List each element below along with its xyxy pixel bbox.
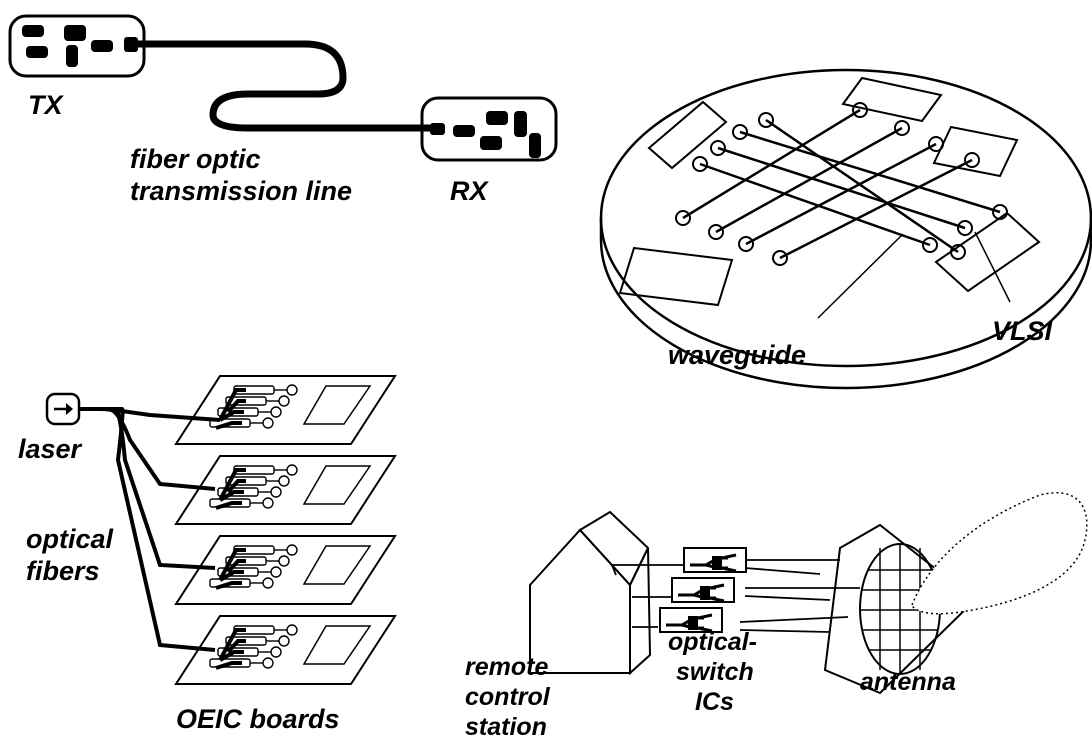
fiber-optic-cable xyxy=(134,40,434,132)
antenna-panel: remote control station optical- switch I… xyxy=(465,492,1088,741)
optical-fibers-label-line1: optical xyxy=(26,524,114,554)
waveguide-leader xyxy=(817,234,903,319)
vlsi-pad-top-right xyxy=(841,76,943,123)
antenna-label: antenna xyxy=(860,668,956,696)
laser-label: laser xyxy=(18,434,83,464)
remote-label-line3: station xyxy=(465,713,547,741)
switch-feed-lines xyxy=(611,559,860,633)
switch-label-line1: optical- xyxy=(668,628,757,656)
switch-label-line2: switch xyxy=(676,658,754,686)
vlsi-pad-top-left xyxy=(647,100,728,170)
remote-control-station-house xyxy=(529,510,652,676)
rx-components xyxy=(430,111,541,158)
vlsi-label: VLSI xyxy=(992,316,1053,346)
rx-module xyxy=(420,96,558,162)
fiber-link-panel: TX fiber optic transmission line RX xyxy=(8,14,558,206)
fiber-label-line1: fiber optic xyxy=(130,144,261,174)
oeic-board xyxy=(174,615,397,685)
switch-label-line3: ICs xyxy=(695,688,734,716)
coupler-nodes xyxy=(675,102,1008,266)
waveguide-lines xyxy=(682,108,1001,260)
wafer-edge xyxy=(599,218,1092,390)
optical-switch-ic xyxy=(671,577,735,603)
remote-label-line2: control xyxy=(465,683,551,711)
remote-label-line1: remote xyxy=(465,653,548,681)
tx-label: TX xyxy=(28,90,64,120)
tx-components xyxy=(22,25,138,67)
oeic-board xyxy=(174,535,397,605)
rx-label: RX xyxy=(450,176,489,206)
vlsi-pad-bottom-left xyxy=(618,246,734,307)
optical-switch-ic xyxy=(683,547,747,573)
oeic-boards-label: OEIC boards xyxy=(176,704,340,734)
optical-switch-ic-stack xyxy=(659,547,747,633)
antenna-dish xyxy=(823,492,1088,695)
oeic-board xyxy=(174,375,397,445)
oeic-board-stack xyxy=(174,375,397,685)
vlsi-pad-bottom-right xyxy=(934,211,1041,293)
waveguide-label: waveguide xyxy=(668,340,806,370)
antenna-beam xyxy=(911,492,1088,615)
laser-arrow-icon xyxy=(54,403,73,415)
optical-fibers-label-line2: fibers xyxy=(26,556,100,586)
fiber-label-line2: transmission line xyxy=(130,176,352,206)
vlsi-leader xyxy=(974,231,1011,303)
vlsi-pad-right-upper xyxy=(932,125,1019,178)
oeic-panel: laser optical fibers OEIC boards xyxy=(18,375,397,734)
optical-fiber-bundle xyxy=(79,407,221,652)
oeic-board xyxy=(174,455,397,525)
wafer-top xyxy=(599,68,1092,368)
optical-switch-ic xyxy=(659,607,723,633)
vlsi-wafer-panel: waveguide VLSI xyxy=(599,68,1092,390)
